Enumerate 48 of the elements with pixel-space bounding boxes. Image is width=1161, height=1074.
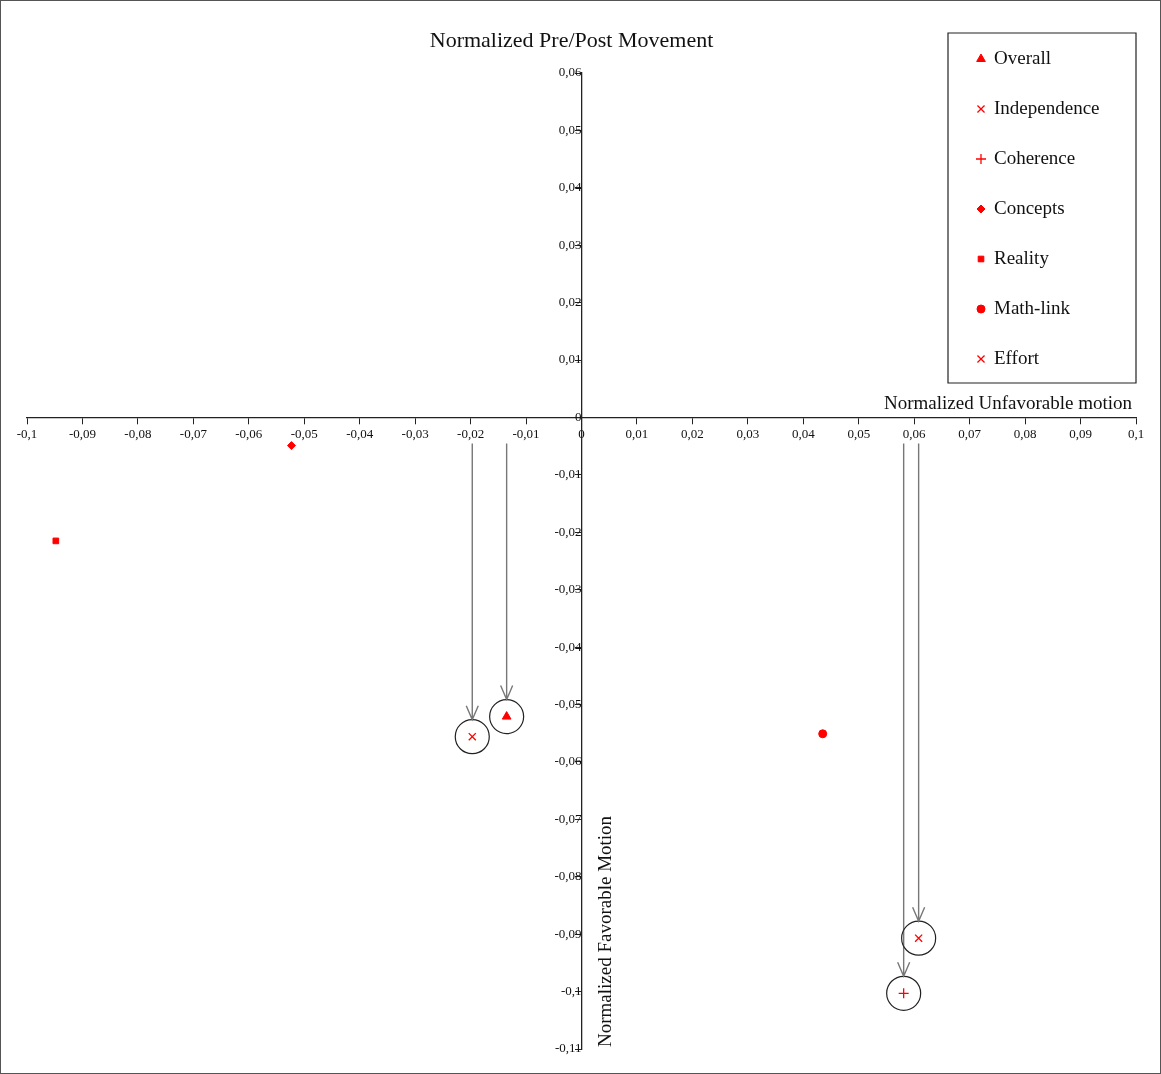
x-tick-label: 0,07 (958, 425, 982, 441)
x-tick-label: -0,09 (68, 425, 96, 441)
x-tick-label: -0,07 (179, 425, 208, 441)
x-tick-label: -0,1 (16, 425, 38, 441)
x-tick-label: 0,06 (902, 425, 927, 441)
x-tick-label: 0,03 (736, 425, 760, 441)
legend-label: Coherence (994, 146, 1076, 168)
y-tick-label: 0,05 (558, 121, 582, 137)
y-axis-title: Normalized Favorable Motion (593, 815, 615, 1047)
y-tick-label: -0,05 (554, 695, 582, 711)
legend-label: Concepts (994, 196, 1065, 218)
y-tick-label: -0,03 (554, 581, 582, 597)
x-tick-label: -0,03 (401, 425, 429, 441)
y-tick-label: -0,08 (554, 868, 582, 884)
point (287, 441, 296, 451)
y-tick-label: -0,11 (554, 1040, 582, 1056)
point (818, 729, 828, 739)
y-tick-label: 0,02 (558, 294, 582, 310)
x-tick-label: 0,09 (1069, 425, 1092, 441)
x-tick-label: 0,05 (847, 425, 871, 441)
legend-label: Overall (994, 46, 1051, 68)
x-tick-label: 0,01 (625, 425, 649, 441)
y-tick-label: -0,1 (560, 983, 582, 999)
x-tick-label: -0,06 (235, 425, 263, 441)
x-axis-title: Normalized Unfavorable motion (884, 392, 1133, 414)
x-tick-label: -0,08 (124, 425, 152, 441)
y-tick-label: -0,01 (554, 466, 582, 482)
legend-label: Math-link (994, 296, 1071, 318)
x-tick-label: -0,02 (457, 425, 485, 441)
legend-label: Effort (994, 346, 1040, 368)
point (52, 537, 60, 545)
x-tick-label: 0,02 (681, 425, 704, 441)
x-tick-label: 0,1 (1127, 425, 1145, 441)
y-tick-label: 0,06 (558, 64, 582, 80)
x-tick-label: -0,05 (290, 425, 318, 441)
legend-label: Reality (994, 246, 1050, 268)
x-tick-label: -0,01 (512, 425, 540, 441)
y-tick-label: 0,01 (558, 351, 582, 367)
x-tick-label: -0,04 (346, 425, 374, 441)
y-tick-label: -0,02 (554, 523, 582, 539)
y-tick-label: 0,03 (558, 236, 582, 252)
x-tick-label: 0,08 (1013, 425, 1037, 441)
y-tick-label: -0,09 (554, 925, 582, 941)
y-tick-label: -0,07 (554, 810, 582, 826)
x-tick-label: 0,04 (791, 425, 816, 441)
y-tick-label: -0,06 (554, 753, 582, 769)
chart-title: Normalized Pre/Post Movement (429, 27, 714, 52)
legend-label: Independence (994, 96, 1100, 118)
